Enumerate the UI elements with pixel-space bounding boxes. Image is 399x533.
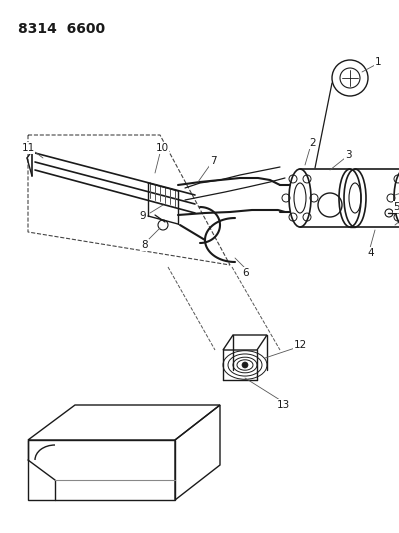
Text: 8: 8 — [142, 240, 148, 250]
Text: 10: 10 — [156, 143, 168, 153]
Circle shape — [385, 209, 393, 217]
Text: 3: 3 — [345, 150, 351, 160]
Text: 5: 5 — [394, 202, 399, 212]
Text: 4: 4 — [368, 248, 374, 258]
Text: 13: 13 — [277, 400, 290, 410]
Circle shape — [242, 362, 248, 368]
Text: 1: 1 — [375, 57, 381, 67]
Text: 12: 12 — [293, 340, 306, 350]
Text: 2: 2 — [310, 138, 316, 148]
Text: 8314  6600: 8314 6600 — [18, 22, 105, 36]
Text: 11: 11 — [22, 143, 35, 153]
Text: 9: 9 — [140, 211, 146, 221]
Text: 6: 6 — [243, 268, 249, 278]
Text: 7: 7 — [210, 156, 216, 166]
